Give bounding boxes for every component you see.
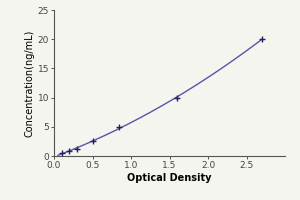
- X-axis label: Optical Density: Optical Density: [127, 173, 212, 183]
- Y-axis label: Concentration(ng/mL): Concentration(ng/mL): [25, 29, 35, 137]
